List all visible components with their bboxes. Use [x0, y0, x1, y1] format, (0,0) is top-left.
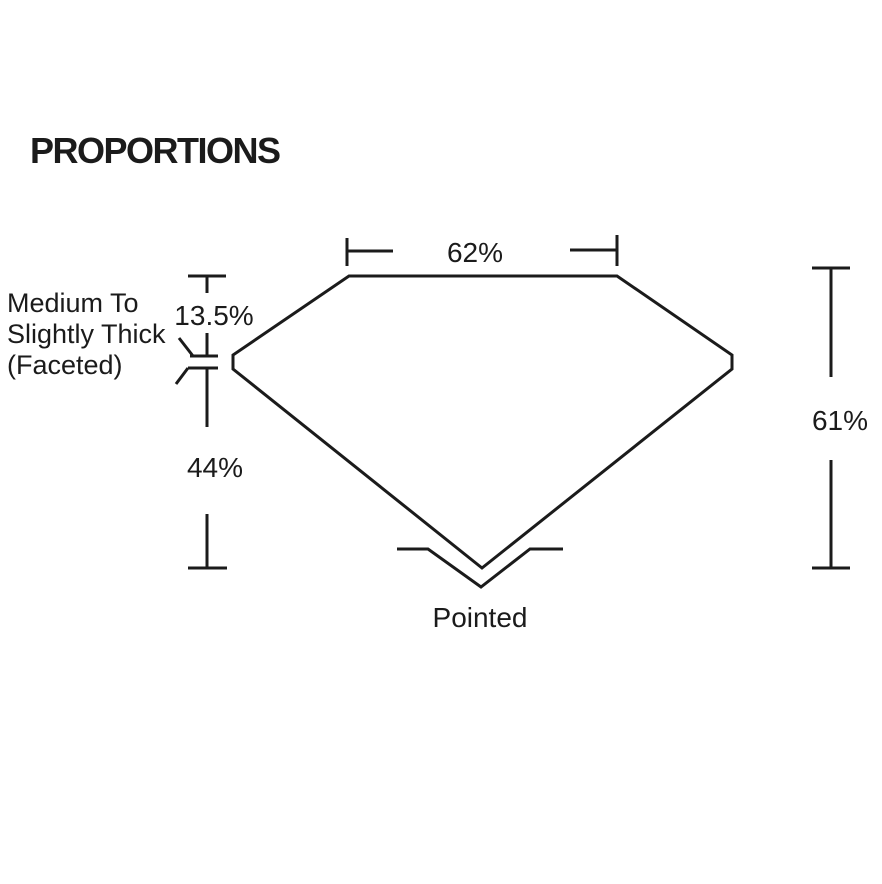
diamond-outline — [231, 274, 734, 570]
table-width-value: 62% — [447, 237, 503, 268]
culet-value: Pointed — [433, 602, 528, 633]
total-depth-value: 61% — [812, 405, 868, 436]
girdle-upper-tick — [177, 337, 218, 358]
pavilion-depth-dim-lower-segment — [188, 514, 227, 570]
crown-height-dim-top-cap — [188, 274, 226, 293]
culet-leader — [397, 547, 563, 589]
girdle-thickness-label-line1: Medium To — [7, 288, 139, 318]
table-width-dim-right-tick — [570, 235, 619, 266]
pavilion-depth-value: 44% — [187, 452, 243, 483]
total-depth-dim-upper-segment — [812, 266, 850, 377]
page-title: PROPORTIONS — [30, 130, 281, 171]
crown-height-value: 13.5% — [174, 300, 253, 331]
table-width-dim-left-tick — [345, 238, 393, 266]
girdle-lower-tick — [174, 366, 218, 385]
girdle-thickness-label-line2: Slightly Thick — [7, 319, 166, 349]
total-depth-dim-lower-segment — [812, 460, 850, 570]
girdle-thickness-label: Medium To Slightly Thick (Faceted) — [7, 288, 166, 381]
girdle-thickness-label-line3: (Faceted) — [7, 350, 123, 380]
